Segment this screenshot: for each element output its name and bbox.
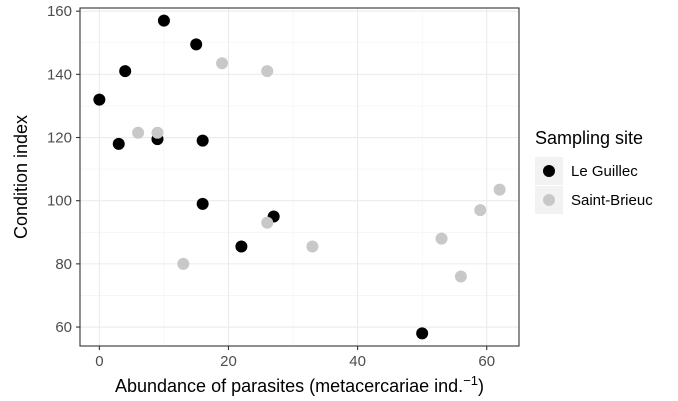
y-tick-label: 120 bbox=[47, 130, 72, 147]
y-tick-label: 80 bbox=[55, 256, 72, 273]
legend-key-saint-brieuc bbox=[543, 194, 555, 206]
point-saint-brieuc-0 bbox=[132, 126, 145, 139]
point-saint-brieuc-6 bbox=[306, 240, 319, 253]
y-tick-label: 100 bbox=[47, 193, 72, 210]
point-le-guillec-1 bbox=[112, 137, 125, 150]
point-le-guillec-6 bbox=[196, 134, 209, 147]
point-saint-brieuc-4 bbox=[261, 65, 274, 78]
x-tick-label: 60 bbox=[478, 353, 495, 370]
point-saint-brieuc-7 bbox=[435, 232, 448, 245]
legend-key-le-guillec bbox=[543, 165, 555, 177]
legend-label: Saint-Brieuc bbox=[571, 192, 653, 209]
point-le-guillec-4 bbox=[157, 14, 170, 27]
x-tick-label: 0 bbox=[95, 353, 103, 370]
point-saint-brieuc-9 bbox=[474, 204, 487, 217]
point-le-guillec-8 bbox=[235, 240, 248, 253]
x-axis-title-text: Abundance of parasites (metacercariae in… bbox=[115, 376, 463, 396]
panel-background bbox=[80, 8, 519, 346]
point-saint-brieuc-10 bbox=[493, 183, 506, 196]
point-le-guillec-2 bbox=[119, 65, 132, 78]
point-le-guillec-10 bbox=[416, 327, 429, 340]
x-tick-label: 40 bbox=[349, 353, 366, 370]
legend-label: Le Guillec bbox=[571, 163, 638, 180]
point-le-guillec-5 bbox=[190, 38, 203, 51]
point-le-guillec-0 bbox=[93, 93, 106, 106]
panel-border bbox=[79, 7, 520, 347]
point-le-guillec-7 bbox=[196, 197, 209, 210]
point-saint-brieuc-3 bbox=[216, 57, 229, 70]
y-tick-label: 160 bbox=[47, 3, 72, 20]
legend: Sampling site Le Guillec Saint-Brieuc bbox=[535, 128, 653, 214]
y-tick-label: 60 bbox=[55, 319, 72, 336]
legend-title: Sampling site bbox=[535, 128, 643, 148]
point-saint-brieuc-5 bbox=[261, 216, 274, 229]
y-tick-label: 140 bbox=[47, 66, 72, 83]
y-axis-title: Condition index bbox=[11, 115, 31, 239]
x-axis-title-suffix: ) bbox=[478, 376, 484, 396]
x-tick-label: 20 bbox=[220, 353, 237, 370]
x-axis-title-superscript: −1 bbox=[463, 373, 478, 388]
point-saint-brieuc-2 bbox=[177, 257, 190, 270]
point-saint-brieuc-1 bbox=[151, 126, 164, 139]
point-saint-brieuc-8 bbox=[454, 270, 467, 283]
plot-area: 0 20 40 60 60 80 100 120 140 160 bbox=[47, 3, 520, 370]
x-axis-title: Abundance of parasites (metacercariae in… bbox=[115, 373, 484, 396]
